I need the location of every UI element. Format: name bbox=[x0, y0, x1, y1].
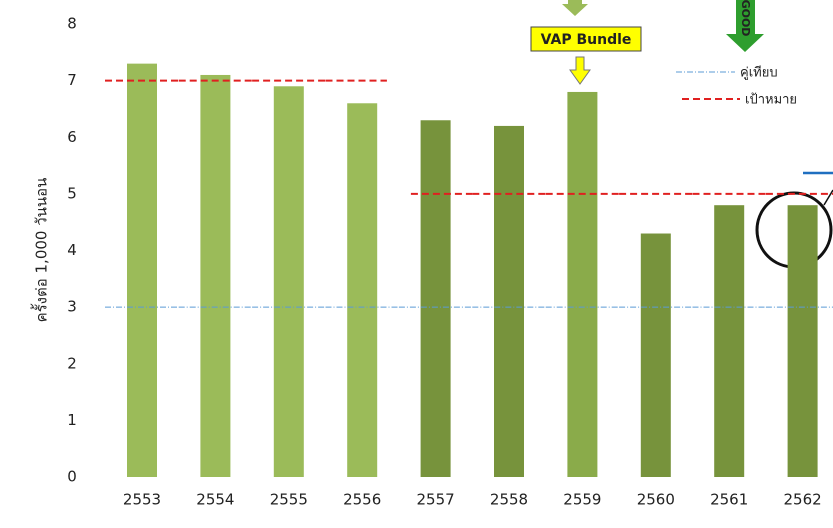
bar bbox=[640, 233, 671, 477]
y-tick-label: 6 bbox=[67, 128, 77, 146]
legend-label: เป้าหมาย bbox=[745, 93, 797, 108]
bar bbox=[787, 205, 818, 477]
bar bbox=[200, 74, 231, 478]
good-arrow bbox=[726, 0, 764, 52]
x-tick-label: 2561 bbox=[710, 491, 748, 509]
bar bbox=[347, 103, 378, 478]
good-label: GOOD bbox=[739, 0, 752, 36]
bar bbox=[420, 120, 451, 477]
x-tick-label: 2553 bbox=[123, 491, 161, 509]
y-axis-label: ครั้งต่อ 1,000 วันนอน bbox=[31, 178, 51, 323]
legend-label: คู่เทียบ bbox=[740, 65, 778, 81]
y-tick-label: 5 bbox=[67, 184, 77, 202]
y-tick-label: 2 bbox=[67, 354, 77, 372]
arrow bbox=[569, 56, 591, 85]
bar bbox=[714, 205, 745, 477]
bar bbox=[273, 86, 304, 477]
bar bbox=[494, 125, 524, 478]
x-tick-label: 2559 bbox=[563, 491, 601, 509]
bar bbox=[127, 63, 157, 477]
bar bbox=[567, 91, 598, 477]
x-tick-label: 2558 bbox=[490, 491, 528, 509]
y-tick-label: 1 bbox=[67, 411, 77, 429]
x-tick-label: 2555 bbox=[270, 491, 308, 509]
y-tick-label: 0 bbox=[67, 468, 77, 486]
x-tick-label: 2554 bbox=[196, 491, 234, 509]
x-tick-label: 2556 bbox=[343, 491, 381, 509]
y-tick-label: 4 bbox=[67, 241, 77, 259]
y-tick-label: 3 bbox=[67, 298, 77, 316]
y-tick-label: 7 bbox=[67, 71, 77, 89]
annotation-label: VAP Bundle bbox=[541, 32, 632, 48]
x-tick-label: 2560 bbox=[637, 491, 675, 509]
annotation-box bbox=[530, 26, 642, 52]
x-tick-label: 2557 bbox=[417, 491, 455, 509]
y-tick-label: 8 bbox=[67, 15, 77, 33]
pointer-line bbox=[823, 189, 833, 206]
arrow bbox=[562, 0, 588, 16]
x-tick-label: 2562 bbox=[784, 491, 822, 509]
